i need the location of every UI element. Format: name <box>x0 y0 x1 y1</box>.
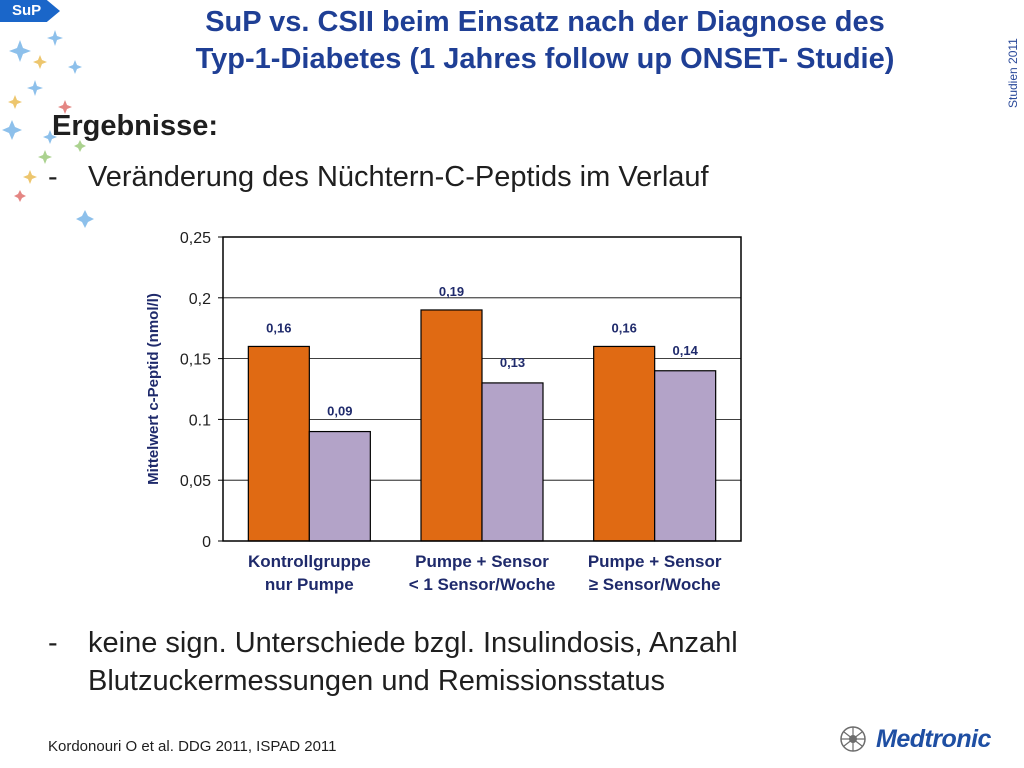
decorative-sparkles <box>2 30 94 228</box>
bar-value-label: 0,13 <box>500 355 525 370</box>
bar-value-label: 0,09 <box>327 404 352 419</box>
bar-lilac <box>481 382 544 542</box>
plot-frame <box>222 236 742 542</box>
y-tick-label: 0 <box>202 534 211 551</box>
bullet-dash: - <box>48 627 58 659</box>
y-axis-label: Mittelwert c-Peptid (nmol/l) <box>145 293 162 485</box>
bullet-dash: - <box>48 161 58 193</box>
chart-data-labels: 0,16 0,09 0,19 0,13 0,16 0,14 <box>266 284 698 419</box>
results-heading: Ergebnisse: <box>52 110 218 142</box>
bar-orange <box>420 309 483 542</box>
logo-text: Medtronic <box>876 724 991 753</box>
medtronic-logo-icon <box>840 726 866 752</box>
y-tick-label: 0.1 <box>189 412 211 429</box>
y-tick-label: 0,2 <box>189 291 211 308</box>
side-label: Studien 2011 <box>1006 38 1020 108</box>
y-tick-label: 0,15 <box>180 352 211 369</box>
bar-lilac <box>308 430 371 542</box>
chart-bars <box>247 309 717 542</box>
sup-badge: SuP <box>0 0 60 22</box>
bar-orange <box>247 345 310 542</box>
bar-value-label: 0,19 <box>439 284 464 299</box>
y-tick-label: 0,25 <box>180 230 211 247</box>
c-peptide-bar-chart: 0,16 0,09 0,19 0,13 0,16 0,14 0 0,05 0.1 0,15 0,2… <box>145 230 742 594</box>
medtronic-logo: Medtronic <box>836 724 991 754</box>
x-category-label: Kontrollgruppe <box>248 552 371 571</box>
bar-orange <box>593 345 656 542</box>
x-category-label: Pumpe + Sensor <box>588 552 722 571</box>
title-line-1: SuP vs. CSII beim Einsatz nach der Diagn… <box>205 6 885 38</box>
citation-footer: Kordonouri O et al. DDG 2011, ISPAD 2011 <box>48 738 337 755</box>
bullet-text: Veränderung des Nüchtern-C-Peptids im Ve… <box>88 161 709 193</box>
x-category-label: Pumpe + Sensor <box>415 552 549 571</box>
bullet-text: keine sign. Unterschiede bzgl. Insulindo… <box>88 627 738 697</box>
x-category-label: < 1 Sensor/Woche <box>409 575 556 594</box>
title-line-2: Typ-1-Diabetes (1 Jahres follow up ONSET… <box>195 43 895 75</box>
y-tick-label: 0,05 <box>180 473 211 490</box>
chart-x-categories: Kontrollgruppe nur Pumpe Pumpe + Sensor < 1… <box>248 552 722 594</box>
bar-lilac <box>654 370 717 542</box>
bar-value-label: 0,16 <box>612 320 637 335</box>
x-category-label: nur Pumpe <box>265 575 354 594</box>
x-category-label: ≥ Sensor/Woche <box>589 575 721 594</box>
slide-title: SuP vs. CSII beim Einsatz nach der Diagn… <box>110 4 980 78</box>
bar-value-label: 0,14 <box>673 343 699 358</box>
bar-value-label: 0,16 <box>266 320 291 335</box>
chart-y-ticks: 0 0,05 0.1 0,15 0,2 0,25 <box>180 230 223 551</box>
